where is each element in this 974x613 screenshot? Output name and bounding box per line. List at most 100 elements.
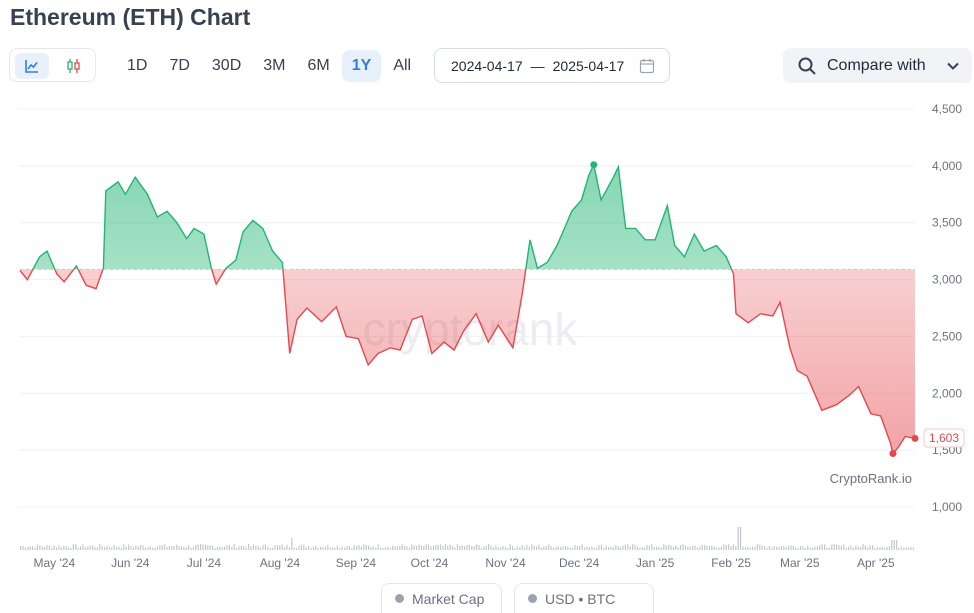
volume-bar [132, 547, 134, 550]
volume-bar [612, 547, 614, 550]
volume-bar [22, 545, 24, 550]
volume-bar [399, 545, 401, 550]
min-point [889, 450, 897, 458]
volume-bar [197, 544, 199, 550]
volume-bar [528, 546, 530, 550]
date-start: 2024-04-17 [451, 57, 523, 74]
volume-bar [737, 527, 739, 550]
volume-bar [82, 544, 84, 550]
range-1d-button[interactable]: 1D [127, 57, 148, 74]
volume-bar [675, 545, 677, 550]
volume-bar [473, 546, 475, 550]
compare-with-button[interactable]: Compare with [783, 48, 972, 83]
volume-bar [255, 545, 257, 550]
volume-bar [869, 545, 871, 550]
volume-bar [708, 545, 710, 550]
volume-bar [792, 546, 794, 550]
volume-bar [24, 547, 26, 550]
volume-bar [444, 544, 446, 550]
volume-bar [245, 547, 247, 550]
date-range-picker[interactable]: 2024-04-17 — 2025-04-17 [434, 48, 670, 83]
volume-bar [272, 547, 274, 550]
volume-bar [840, 545, 842, 550]
volume-bar [161, 545, 163, 550]
volume-bar [735, 546, 737, 550]
y-tick-label: 3,000 [932, 273, 962, 287]
price-chart[interactable]: 4,5004,0003,5003,0002,5002,0001,5001,000… [0, 95, 974, 583]
volume-bar [257, 546, 259, 550]
volume-bar [396, 546, 398, 550]
volume-bar [646, 545, 648, 550]
volume-bar [171, 546, 173, 550]
volume-bar [476, 544, 478, 550]
volume-bar [452, 546, 454, 550]
volume-bar [264, 544, 266, 550]
volume-bar [632, 544, 634, 550]
volume-bar [776, 546, 778, 550]
volume-bar [437, 544, 439, 550]
volume-bar [521, 545, 523, 550]
volume-bar [509, 544, 511, 550]
volume-bar [562, 546, 564, 550]
volume-bar [526, 545, 528, 550]
volume-bar [910, 546, 912, 550]
volume-bar [118, 546, 120, 550]
volume-bar [267, 546, 269, 550]
volume-bar [408, 547, 410, 550]
last-price-tag: 1,603 [923, 428, 965, 448]
volume-bar [332, 547, 334, 550]
volume-bar [456, 544, 458, 550]
volume-bar [87, 546, 89, 550]
market-cap-toggle[interactable]: Market Cap [381, 583, 502, 613]
volume-bar [29, 546, 31, 550]
volume-bar [156, 546, 158, 550]
volume-bar [723, 544, 725, 550]
range-1y-button[interactable]: 1Y [341, 50, 382, 82]
volume-bar [284, 547, 286, 550]
volume-bar [200, 544, 202, 550]
volume-bar [754, 546, 756, 550]
volume-bar [154, 547, 156, 550]
volume-bar [821, 544, 823, 550]
volume-bar [908, 547, 910, 550]
volume-bar [336, 545, 338, 550]
volume-bar [168, 546, 170, 550]
volume-bar [341, 546, 343, 550]
volume-bar [216, 546, 218, 550]
volume-bar [744, 547, 746, 550]
volume-bar [392, 545, 394, 550]
volume-bar [636, 546, 638, 550]
volume-bar [123, 544, 125, 550]
y-tick-label: 4,500 [932, 102, 962, 116]
volume-bar [564, 546, 566, 550]
volume-bar [855, 545, 857, 550]
line-chart-button[interactable] [15, 53, 49, 79]
volume-bar [192, 546, 194, 550]
range-7d-button[interactable]: 7D [169, 57, 190, 74]
volume-bar [185, 547, 187, 550]
range-30d-button[interactable]: 30D [211, 57, 242, 74]
candlestick-button[interactable] [57, 53, 91, 79]
volume-bar [812, 547, 814, 550]
volume-bar [670, 545, 672, 550]
last-price-label: 1,603 [929, 431, 959, 445]
range-all-button[interactable]: All [393, 57, 412, 74]
volume-bar [77, 547, 79, 550]
volume-bar [533, 545, 535, 550]
volume-bar [778, 547, 780, 550]
volume-bar [423, 546, 425, 550]
volume-bar [560, 547, 562, 550]
volume-bar [447, 545, 449, 550]
volume-bar [401, 544, 403, 550]
volume-bar [747, 547, 749, 550]
range-6m-button[interactable]: 6M [307, 57, 330, 74]
volume-bar [888, 546, 890, 550]
volume-bar [63, 545, 65, 550]
volume-bar [104, 547, 106, 550]
range-3m-button[interactable]: 3M [263, 57, 286, 74]
volume-bar [430, 546, 432, 550]
volume-bar [334, 548, 336, 550]
volume-bar [576, 546, 578, 550]
currency-toggle[interactable]: USD • BTC [514, 583, 654, 613]
volume-bar [497, 547, 499, 550]
